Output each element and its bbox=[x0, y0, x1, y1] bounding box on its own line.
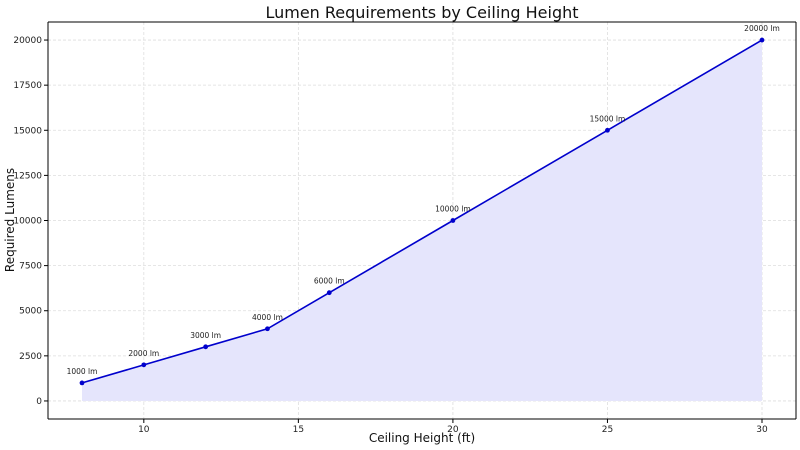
y-tick-label: 7500 bbox=[19, 262, 42, 272]
data-label: 10000 lm bbox=[435, 205, 471, 214]
label-layer: 1000 lm 2000 lm 3000 lm 4000 lm 6000 lm 10000… bbox=[67, 24, 780, 376]
area-layer bbox=[82, 40, 762, 401]
area-fill bbox=[82, 40, 762, 401]
data-point bbox=[265, 326, 270, 332]
y-tick-label: 10000 bbox=[13, 217, 42, 227]
data-label: 6000 lm bbox=[314, 277, 345, 286]
y-tick-label: 0 bbox=[36, 397, 42, 407]
data-label: 4000 lm bbox=[252, 313, 283, 322]
data-point bbox=[605, 127, 610, 133]
series-line bbox=[81, 39, 763, 384]
data-point bbox=[326, 290, 332, 296]
data-point bbox=[141, 362, 147, 368]
data-label: 20000 lm bbox=[744, 24, 780, 33]
data-label: 2000 lm bbox=[128, 349, 159, 358]
data-point bbox=[203, 344, 209, 350]
tick-layer: 10 15 20 25 30 0 2500 5000 7500 10000 12500 15000 17… bbox=[13, 36, 768, 435]
chart-title: Lumen Requirements by Ceiling Height bbox=[265, 3, 578, 22]
data-point bbox=[450, 218, 456, 223]
point-layer bbox=[79, 37, 765, 386]
x-axis-label: Ceiling Height (ft) bbox=[369, 431, 475, 445]
data-label: 15000 lm bbox=[590, 114, 626, 123]
y-tick-label: 12500 bbox=[13, 171, 42, 181]
data-label: 1000 lm bbox=[67, 367, 98, 376]
y-tick-label: 2500 bbox=[19, 352, 42, 362]
y-tick-label: 5000 bbox=[19, 307, 42, 317]
y-axis-label: Required Lumens bbox=[3, 168, 17, 272]
x-tick-label: 20 bbox=[447, 425, 459, 435]
x-tick-label: 30 bbox=[756, 425, 768, 435]
x-tick-label: 15 bbox=[293, 425, 304, 435]
data-point bbox=[759, 37, 765, 43]
x-tick-label: 25 bbox=[602, 425, 613, 435]
y-tick-label: 20000 bbox=[13, 36, 42, 46]
y-tick-label: 17500 bbox=[13, 81, 42, 91]
y-tick-label: 15000 bbox=[13, 126, 42, 136]
line-layer bbox=[81, 39, 763, 384]
data-point bbox=[79, 380, 85, 386]
x-tick-label: 10 bbox=[138, 425, 150, 435]
data-label: 3000 lm bbox=[190, 331, 221, 340]
